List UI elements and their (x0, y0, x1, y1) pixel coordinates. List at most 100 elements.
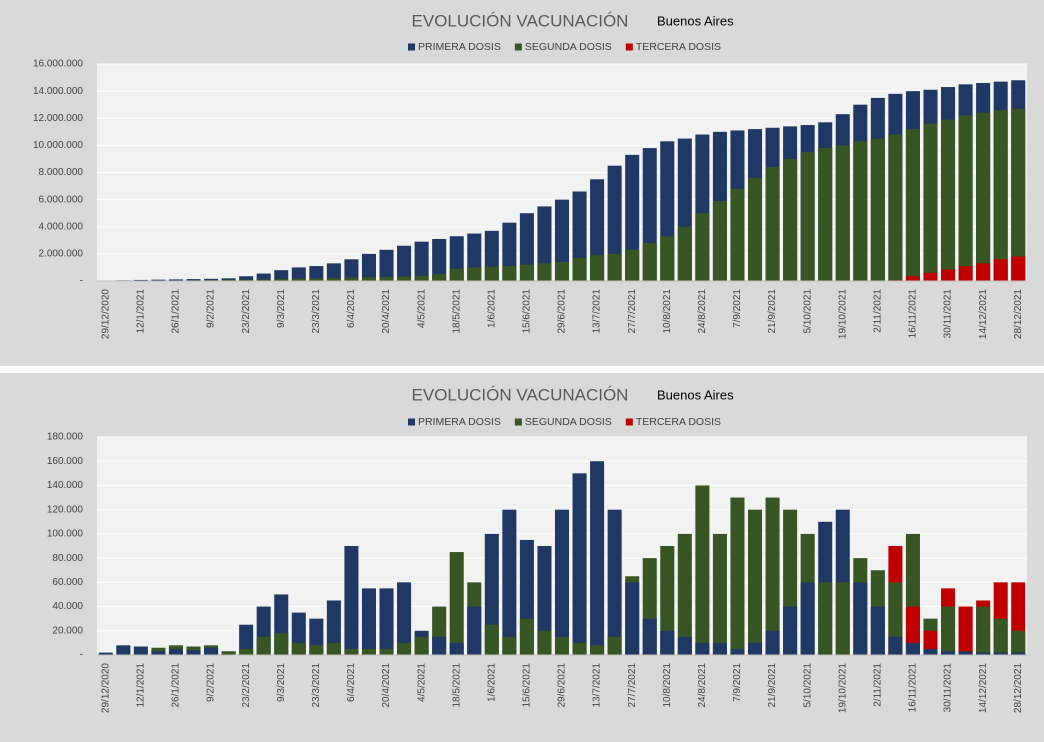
bar (467, 606, 482, 655)
x-tick-label: 9/2/2021 (206, 289, 217, 328)
x-tick-label: 4/5/2021 (416, 289, 427, 328)
bar (502, 509, 517, 655)
legend-swatch (625, 418, 633, 426)
y-tick-label: 4.000.000 (39, 221, 84, 232)
bar (554, 262, 570, 281)
bar (783, 606, 798, 655)
bar (537, 546, 552, 655)
bar (519, 264, 534, 281)
x-tick-label: 29/6/2021 (557, 663, 568, 708)
bar (379, 588, 394, 655)
x-tick-label: 9/2/2021 (206, 663, 217, 702)
bar (98, 652, 113, 655)
y-tick-label: - (80, 276, 83, 287)
x-tick-label: 20/4/2021 (381, 289, 392, 334)
bar (274, 633, 289, 655)
x-tick-label: 14/12/2021 (978, 663, 989, 713)
bar (853, 141, 868, 281)
bar (677, 636, 692, 655)
y-tick-label: 180.000 (47, 432, 84, 443)
x-tick-label: 28/12/2021 (1013, 663, 1024, 713)
x-tick-label: 16/11/2021 (908, 663, 919, 713)
bar (256, 273, 271, 281)
bar (905, 129, 920, 281)
bar (537, 630, 552, 655)
bar (748, 509, 763, 655)
bar (590, 255, 605, 281)
bar (835, 582, 850, 655)
bar (607, 165, 622, 281)
y-tick-label: 20.000 (52, 625, 83, 636)
legend-swatch (408, 418, 415, 426)
bar (274, 278, 289, 281)
bar (993, 110, 1008, 281)
bar (730, 497, 745, 655)
x-tick-label: 9/3/2021 (276, 289, 287, 328)
bar (800, 582, 815, 655)
chart-title: EVOLUCIÓN VACUNACIÓN (412, 385, 629, 404)
x-tick-label: 1/6/2021 (486, 289, 497, 328)
bar (660, 236, 675, 281)
bar (660, 546, 675, 655)
bar (905, 642, 920, 655)
x-tick-label: 7/9/2021 (732, 663, 743, 702)
x-tick-label: 21/9/2021 (767, 663, 778, 708)
x-tick-label: 1/6/2021 (486, 663, 497, 702)
x-tick-label: 7/9/2021 (732, 289, 743, 328)
bar (1011, 108, 1026, 281)
bar (1011, 630, 1026, 655)
bar (695, 213, 710, 281)
bar (344, 259, 359, 281)
legend-label: PRIMERA DOSIS (418, 416, 501, 428)
x-tick-label: 26/1/2021 (171, 663, 182, 708)
legend-label: TERCERA DOSIS (636, 416, 721, 428)
x-tick-label: 2/11/2021 (872, 289, 883, 333)
legend-label: TERCERA DOSIS (636, 41, 721, 53)
bar (239, 276, 254, 281)
x-tick-label: 15/6/2021 (522, 289, 533, 334)
bar (625, 582, 640, 655)
bar (116, 645, 131, 655)
bar (572, 257, 587, 281)
x-tick-label: 18/5/2021 (451, 663, 462, 708)
bar (397, 276, 412, 281)
x-tick-label: 21/9/2021 (767, 289, 778, 334)
legend-swatch (514, 418, 522, 426)
y-tick-label: 120.000 (47, 504, 84, 515)
x-tick-label: 27/7/2021 (627, 663, 638, 708)
bar (326, 600, 341, 655)
bar (274, 270, 289, 281)
bar (572, 642, 587, 655)
bar (168, 648, 183, 655)
bar (397, 642, 412, 655)
y-tick-label: 10.000.000 (33, 140, 83, 151)
bar (923, 648, 938, 655)
chart-title: EVOLUCIÓN VACUNACIÓN (412, 11, 629, 30)
bar (712, 200, 727, 281)
legend-swatch (625, 43, 633, 51)
bar (379, 249, 394, 281)
bar (344, 277, 359, 281)
bar (590, 461, 605, 655)
y-tick-label: 80.000 (52, 553, 83, 564)
bar (607, 509, 622, 655)
bar (414, 636, 429, 655)
bar (256, 636, 271, 655)
bar (765, 167, 780, 281)
x-tick-label: 13/7/2021 (592, 289, 603, 334)
bar (818, 582, 833, 655)
x-tick-label: 12/1/2021 (136, 663, 147, 708)
bar (361, 253, 376, 281)
bar (502, 266, 517, 281)
bar (309, 278, 324, 281)
bar (361, 588, 376, 655)
y-tick-label: 60.000 (52, 577, 83, 588)
bar (695, 485, 710, 655)
x-tick-label: 27/7/2021 (627, 289, 638, 334)
x-tick-label: 6/4/2021 (346, 663, 357, 702)
x-tick-label: 28/12/2021 (1013, 289, 1024, 339)
y-tick-label: 12.000.000 (33, 113, 83, 124)
x-tick-label: 30/11/2021 (943, 289, 954, 339)
bar (923, 272, 938, 281)
